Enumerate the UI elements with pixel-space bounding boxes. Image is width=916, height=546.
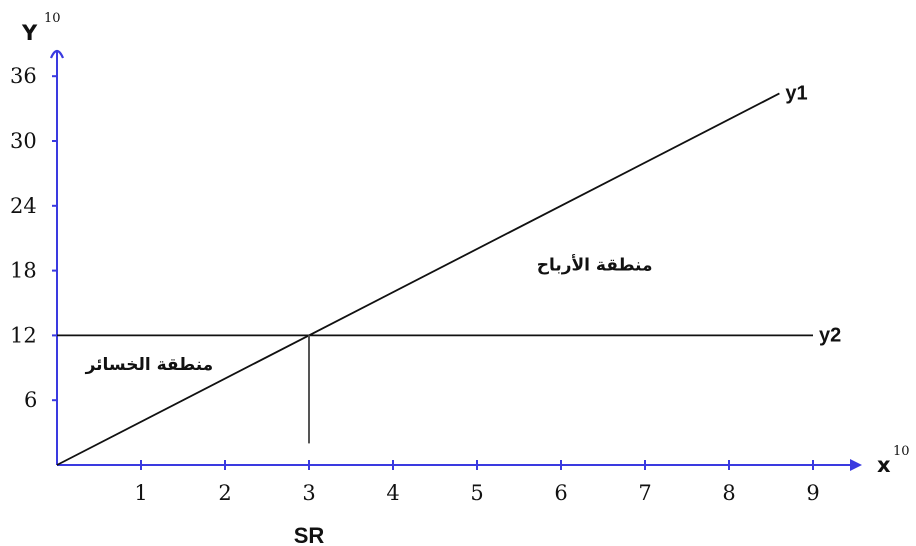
x-tick-label: 9 — [806, 481, 819, 505]
x-axis: 1 2 3 4 5 6 7 8 9 x 10 — [57, 444, 910, 505]
x-tick-label: 4 — [386, 481, 399, 505]
x-tick-label: 8 — [722, 481, 735, 505]
y-axis-exponent: 10 — [44, 11, 61, 26]
x-tick-label: 7 — [638, 481, 651, 505]
x-axis-arrowhead — [850, 459, 862, 471]
y-axis: 6 12 18 24 30 36 Y 10 — [10, 11, 65, 465]
x-tick-label: 6 — [554, 481, 567, 505]
series-label-y1: y1 — [785, 82, 807, 104]
x-tick-label: 2 — [218, 481, 231, 505]
x-axis-label: x — [877, 453, 891, 477]
y-tick-label: 30 — [10, 129, 37, 153]
sr-label: SR — [294, 523, 325, 546]
annotations: منطقة الأرباح منطقة الخسائر — [85, 255, 653, 375]
series-line-y1 — [56, 92, 780, 466]
x-tick-label: 5 — [470, 481, 483, 505]
region-annotation: منطقة الأرباح — [537, 255, 653, 276]
series-label-y2: y2 — [819, 324, 841, 346]
y-tick-label: 36 — [10, 64, 37, 88]
y-axis-arrowhead — [49, 49, 65, 59]
y-tick-label: 6 — [24, 388, 37, 412]
y-axis-label: Y — [21, 21, 38, 45]
y-tick-label: 18 — [10, 259, 37, 283]
region-annotation: منطقة الخسائر — [85, 355, 214, 375]
y-tick-label: 12 — [10, 323, 37, 347]
y-tick-label: 24 — [10, 194, 37, 218]
series-group: y1 y2 — [56, 82, 841, 466]
x-tick-label: 3 — [302, 481, 315, 505]
x-axis-exponent: 10 — [893, 444, 910, 459]
x-tick-label: 1 — [134, 481, 147, 505]
